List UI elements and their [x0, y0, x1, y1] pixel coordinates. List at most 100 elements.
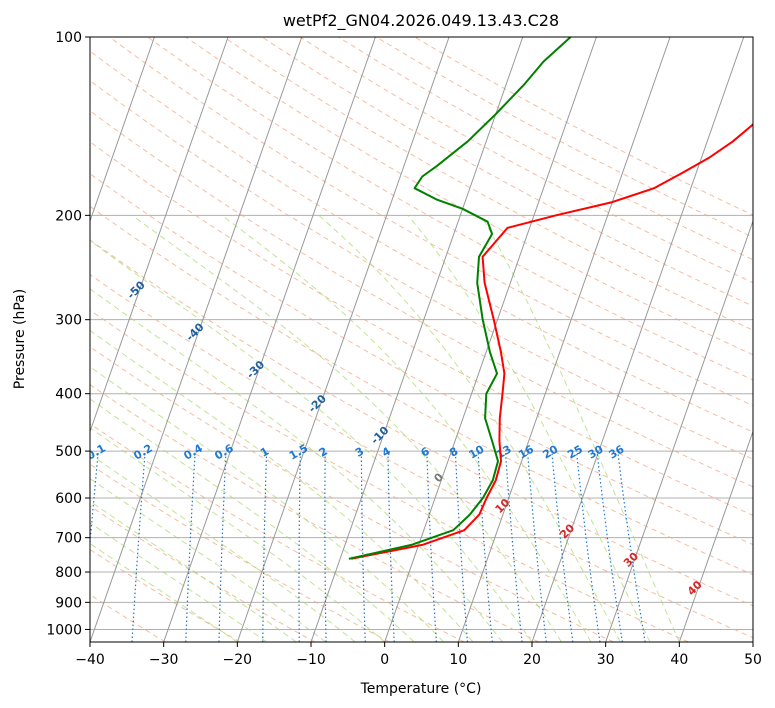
mixing-ratio-label: 2 [317, 445, 330, 460]
y-tick-label: 700 [55, 531, 82, 547]
mixing-ratio-line [596, 451, 623, 642]
isotherm-line [457, 37, 671, 642]
dry-adiabat [414, 37, 753, 216]
dry-adiabat [337, 37, 753, 261]
mixing-ratio-label: 10 [467, 443, 487, 462]
isotherm-label: 10 [493, 496, 513, 516]
dry-adiabat [90, 239, 753, 607]
dry-adiabat [90, 110, 753, 488]
isotherm-line [163, 37, 376, 642]
isotherm-line [90, 37, 155, 223]
isotherm-line [678, 430, 753, 642]
moist-adiabat [480, 215, 680, 642]
mixing-ratio-line [90, 451, 99, 550]
mixing-ratio-label: 20 [540, 443, 560, 462]
y-axis-label: Pressure (hPa) [12, 289, 28, 389]
dry-adiabat [90, 549, 241, 642]
mixing-ratio-label: 6 [419, 444, 432, 459]
dry-adiabat [109, 37, 753, 407]
x-tick-label: 0 [380, 652, 389, 668]
moist-adiabat [318, 214, 621, 642]
plot-frame [89, 36, 754, 643]
isotherm-label: 30 [621, 549, 641, 569]
moist-adiabat [90, 477, 326, 642]
mixing-ratio-line [551, 451, 574, 642]
isotherm-line [0, 37, 7, 642]
moist-adiabat [90, 288, 503, 642]
dry-adiabat [90, 423, 465, 642]
isotherm-label: -50 [125, 278, 148, 301]
dry-adiabat [90, 80, 753, 460]
x-axis: −40 −30 −20 −10 0 10 20 30 40 50 [75, 642, 762, 668]
y-tick-label: 100 [55, 30, 82, 46]
chart-title: wetPf2_GN04.2026.049.13.43.C28 [283, 11, 559, 31]
plot-area: 0.10.20.40.611.52346810131620253036-100-… [0, 36, 754, 643]
mixing-ratio-label: 4 [380, 444, 393, 459]
isotherm-line [752, 640, 753, 642]
moist-adiabat [90, 542, 238, 642]
background-lines [0, 37, 753, 642]
y-tick-label: 400 [55, 387, 82, 403]
dry-adiabat [261, 37, 753, 307]
mixing-ratio-line [477, 451, 493, 642]
isotherm-label: -60 [66, 235, 89, 258]
dry-adiabat [147, 37, 753, 381]
isotherm-line [90, 37, 229, 434]
mixing-ratio-line [131, 451, 146, 642]
x-tick-label: −20 [223, 652, 253, 668]
isotherm-label: -70 [9, 188, 32, 211]
x-axis-label: Temperature (°C) [360, 681, 482, 697]
dewpoint-profile-line [348, 37, 572, 560]
dry-adiabat [90, 309, 689, 642]
moist-adiabat [90, 453, 356, 642]
dry-adiabat [223, 37, 753, 331]
isotherm-line [310, 37, 524, 642]
dry-adiabat [90, 384, 540, 642]
x-tick-label: 40 [670, 652, 688, 668]
x-tick-label: −10 [296, 652, 326, 668]
mixing-ratio-line [617, 451, 646, 642]
moist-adiabat [90, 500, 297, 642]
y-tick-label: 600 [55, 491, 82, 507]
dry-adiabat [90, 205, 753, 576]
x-tick-label: 50 [744, 652, 762, 668]
x-tick-label: 30 [597, 652, 615, 668]
mixing-ratio-line [454, 451, 469, 642]
temperature-profile-line [351, 123, 753, 560]
mixing-ratio-label: 0.1 [85, 442, 108, 463]
mixing-ratio-label: 25 [565, 443, 585, 462]
y-axis: 100 200 300 400 500 600 700 800 900 1000 [46, 30, 90, 638]
mixing-ratio-label: 0.2 [131, 442, 154, 463]
y-tick-label: 800 [55, 565, 82, 581]
mixing-ratio-line [504, 451, 523, 642]
mixing-ratio-line [575, 451, 601, 642]
moist-adiabat [90, 329, 474, 642]
x-tick-label: −30 [149, 652, 179, 668]
isotherm-line [236, 37, 450, 642]
dry-adiabat [376, 37, 753, 238]
dry-adiabat [90, 173, 753, 546]
moist-adiabat [90, 427, 386, 642]
y-tick-label: 1000 [46, 622, 82, 638]
isotherm-line [605, 219, 753, 642]
isotherm-line [531, 37, 745, 642]
dry-adiabat [90, 273, 753, 639]
moist-adiabat [407, 214, 651, 642]
mixing-ratio-label: 16 [516, 443, 536, 462]
y-tick-label: 200 [55, 208, 82, 224]
y-tick-label: 900 [55, 595, 82, 611]
isotherm-line [90, 37, 303, 642]
profile-series [348, 37, 753, 560]
dry-adiabat [90, 463, 390, 642]
dry-adiabat [90, 50, 753, 433]
isotherm-label: 40 [685, 578, 705, 598]
mixing-ratio-label: 36 [607, 443, 627, 462]
mixing-ratio-line [387, 451, 395, 642]
moist-adiabat [90, 398, 415, 642]
y-tick-label: 500 [55, 444, 82, 460]
mixing-ratio-line [526, 451, 547, 642]
moist-adiabat [90, 366, 444, 642]
moist-adiabat [221, 214, 592, 642]
dry-adiabat [90, 505, 315, 642]
